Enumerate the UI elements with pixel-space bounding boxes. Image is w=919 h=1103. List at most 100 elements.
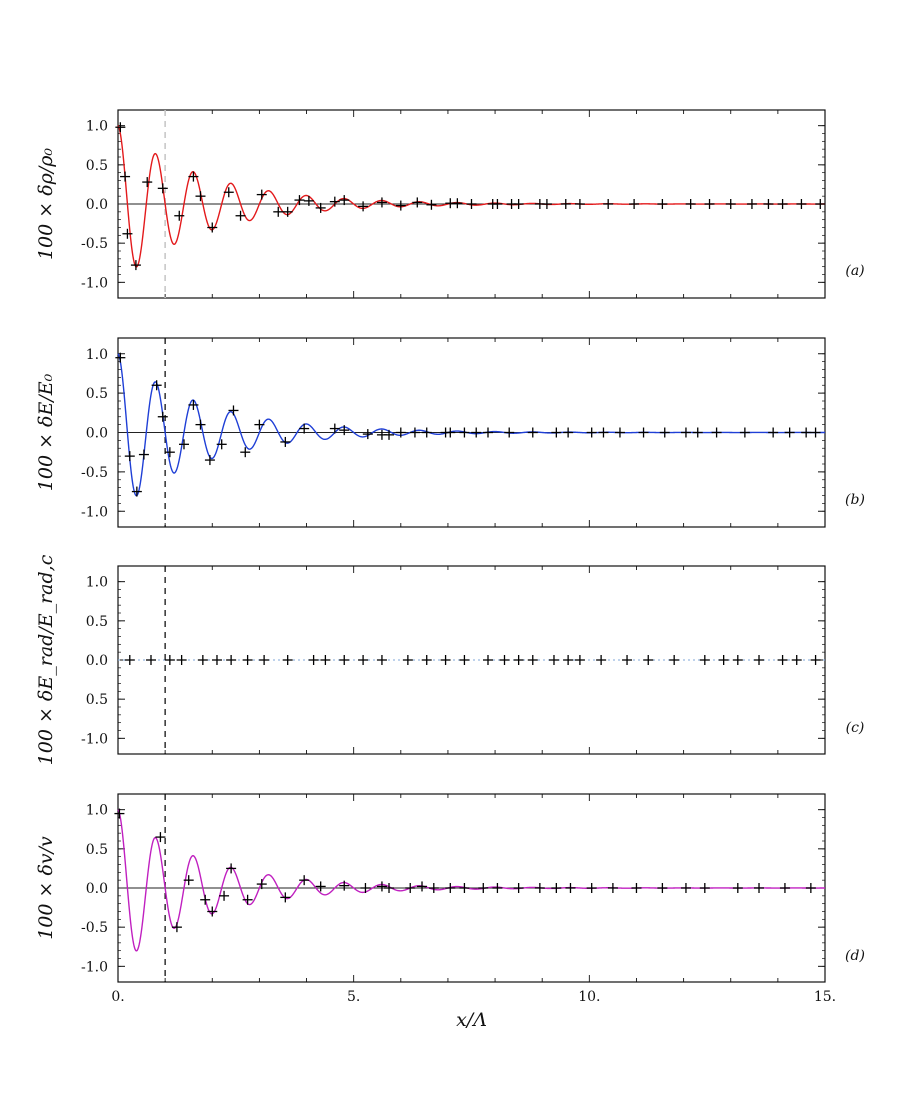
- y-tick-label: 0.5: [86, 386, 108, 402]
- data-point: [614, 427, 625, 438]
- data-point: [586, 427, 597, 438]
- y-axis-label-d: 100 × δv/v: [35, 836, 57, 940]
- data-point: [207, 906, 218, 917]
- data-point: [226, 863, 237, 874]
- data-point: [339, 425, 350, 436]
- data-point: [784, 427, 795, 438]
- y-tick-label: 0.5: [86, 692, 108, 708]
- data-point: [171, 922, 182, 933]
- data-point: [513, 883, 524, 893]
- data-point: [254, 419, 265, 430]
- data-point: [216, 439, 227, 450]
- data-point: [548, 655, 559, 665]
- data-point: [197, 655, 208, 665]
- data-point: [299, 875, 310, 886]
- data-point: [499, 655, 510, 665]
- y-tick-label: -1.0: [81, 959, 108, 975]
- data-point: [395, 200, 406, 211]
- data-point: [699, 655, 710, 665]
- data-point: [183, 875, 194, 886]
- data-point: [685, 199, 696, 209]
- x-tick-label: 0.: [111, 989, 124, 1005]
- y-tick-label: 1.0: [86, 575, 108, 591]
- data-point: [796, 199, 807, 209]
- data-point: [339, 195, 350, 206]
- data-point: [643, 655, 654, 665]
- data-point: [219, 890, 230, 901]
- data-point: [732, 655, 743, 665]
- data-point: [329, 196, 340, 207]
- data-point: [478, 883, 489, 893]
- data-point: [130, 260, 141, 271]
- y-tick-label: 1.0: [86, 803, 108, 819]
- data-point: [779, 883, 790, 893]
- y-tick-label: 0.5: [86, 158, 108, 174]
- data-point: [445, 883, 456, 893]
- data-point: [409, 427, 420, 438]
- data-point: [384, 883, 395, 893]
- data-point: [754, 655, 765, 665]
- data-point: [417, 881, 428, 892]
- data-point: [315, 881, 326, 892]
- data-point: [492, 199, 503, 209]
- data-point: [440, 655, 451, 665]
- data-point: [142, 177, 153, 188]
- data-point: [669, 655, 680, 665]
- data-point: [692, 427, 703, 438]
- data-point: [282, 206, 293, 217]
- panels-container: 1.0 0.5 0.0 -0.5 -1.0 100 × δρ/ρ₀ (a) 1.0 0.5 0.0…: [35, 109, 865, 983]
- data-point: [801, 427, 812, 438]
- data-point: [195, 191, 206, 202]
- data-point: [603, 199, 614, 209]
- data-point: [452, 198, 463, 209]
- y-tick-label: 0.5: [86, 614, 108, 630]
- y-tick-label: 1.0: [86, 347, 108, 363]
- data-point: [421, 427, 432, 438]
- data-point: [256, 879, 267, 890]
- data-point: [631, 883, 642, 893]
- data-point: [157, 183, 168, 194]
- data-point: [574, 199, 585, 209]
- data-point: [598, 427, 609, 438]
- data-point: [124, 655, 135, 665]
- panel-b: 1.0 0.5 0.0 -0.5 -1.0 100 × δE/E₀ (b): [35, 337, 865, 528]
- data-point: [228, 405, 239, 416]
- data-point: [482, 427, 493, 438]
- data-point: [527, 427, 538, 438]
- data-point: [299, 423, 310, 434]
- panel-c: 1.0 0.5 0.0 0.5 -1.0 100 × δE_rad/E_rad,c (c): [35, 554, 864, 765]
- data-point: [176, 655, 187, 665]
- series-line-b: [117, 353, 825, 497]
- x-tick-label: 10.: [578, 989, 600, 1005]
- shared-x-axis: 0. 5. 10. 15. x/Λ: [111, 989, 836, 1031]
- data-point: [122, 228, 133, 239]
- data-point: [155, 832, 166, 843]
- data-point: [768, 427, 779, 438]
- y-tick-label: -0.5: [81, 236, 108, 252]
- data-point: [777, 199, 788, 209]
- data-point: [188, 171, 199, 182]
- data-point: [188, 399, 199, 410]
- data-point: [777, 655, 788, 665]
- data-point: [622, 655, 633, 665]
- data-point: [563, 655, 574, 665]
- data-point: [282, 655, 293, 665]
- data-point: [256, 189, 267, 200]
- data-point: [204, 455, 215, 466]
- data-point: [358, 655, 369, 665]
- data-point: [629, 199, 640, 209]
- data-point: [259, 655, 270, 665]
- y-axis-label-a: 100 × δρ/ρ₀: [35, 148, 57, 260]
- y-tick-label: 0.0: [86, 881, 108, 897]
- x-tick-label: 5.: [347, 989, 360, 1005]
- data-point: [482, 655, 493, 665]
- data-point: [294, 195, 305, 206]
- data-point: [178, 439, 189, 450]
- data-point: [157, 411, 168, 422]
- data-point: [200, 894, 211, 905]
- data-point: [151, 380, 162, 391]
- data-point: [541, 199, 552, 209]
- data-point: [320, 655, 331, 665]
- data-point: [586, 883, 597, 893]
- data-point: [120, 171, 131, 182]
